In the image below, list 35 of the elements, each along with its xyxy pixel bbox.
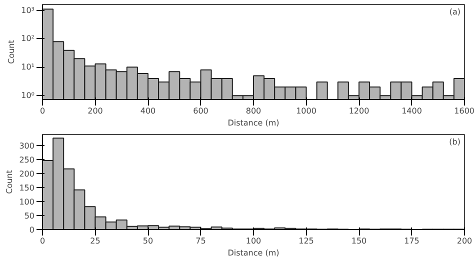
x-tick-label: 400 [140, 106, 156, 116]
x-tick-label: 125 [298, 236, 314, 246]
x-tick-label: 800 [246, 106, 262, 116]
x-tick-label: 1200 [348, 106, 370, 116]
y-tick-label: 200 [19, 170, 35, 179]
x-tick-label: 1000 [296, 106, 316, 116]
y-axis-title: Count [7, 40, 16, 64]
y-tick-label: 10² [21, 34, 35, 44]
y-axis-title: Count [5, 170, 14, 194]
y-tick-label: 150 [19, 184, 35, 193]
x-tick-label: 100 [246, 236, 262, 246]
x-axis-title: Distance (m) [228, 118, 280, 128]
y-tick-label: 10³ [21, 6, 35, 15]
y-tick-label: 100 [19, 198, 35, 207]
y-tick-label: 300 [19, 142, 35, 151]
x-tick-label: 175 [404, 236, 420, 246]
x-tick-label: 200 [88, 106, 103, 116]
y-tick-label: 10¹ [21, 62, 35, 72]
annotation: (a) [449, 8, 461, 16]
y-tick-label: 0 [29, 226, 35, 234]
x-tick-label: 1400 [402, 106, 422, 116]
x-tick-label: 0 [40, 106, 46, 116]
x-axis-title: Distance (m) [228, 248, 280, 258]
y-tick-label: 250 [19, 156, 35, 165]
x-tick-label: 200 [456, 236, 472, 246]
x-tick-label: 50 [142, 236, 154, 246]
y-tick-label: 10⁰ [21, 91, 35, 100]
x-tick-label: 1600 [454, 106, 474, 116]
annotation: (b) [449, 138, 461, 146]
y-tick-label: 50 [24, 212, 35, 221]
x-tick-label: 75 [196, 236, 206, 246]
x-tick-label: 600 [193, 106, 208, 116]
x-tick-label: 150 [351, 236, 367, 246]
x-tick-label: 25 [90, 236, 100, 246]
x-tick-label: 0 [40, 236, 46, 246]
